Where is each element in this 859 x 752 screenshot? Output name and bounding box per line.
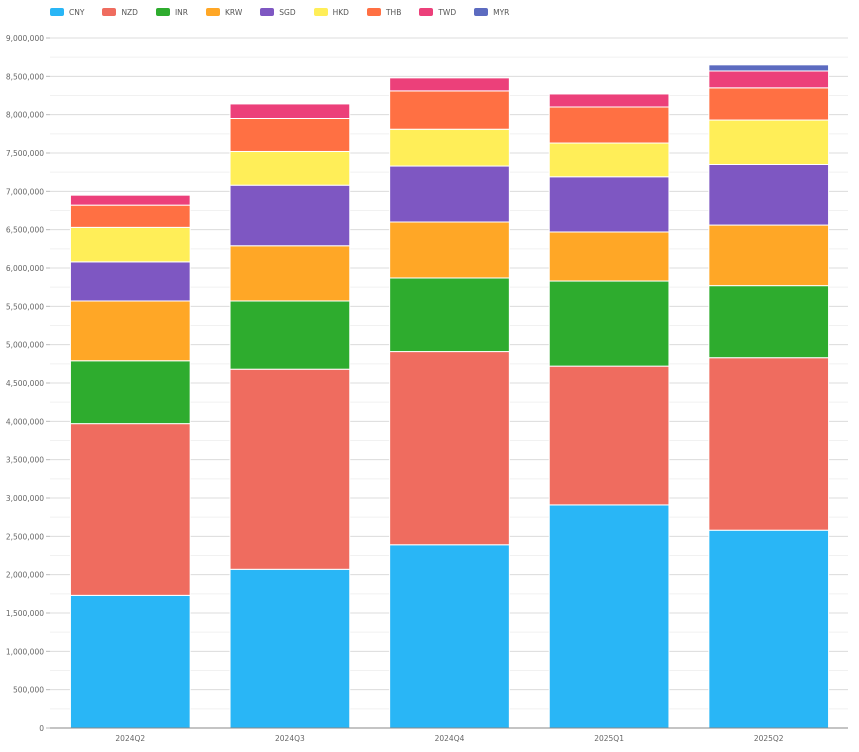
- legend-swatch: [366, 8, 381, 16]
- legend-swatch: [419, 8, 434, 16]
- bar-segment-thb-2024q2: [69, 204, 191, 228]
- legend-label: NZD: [121, 7, 138, 17]
- bar-segment-sgd-2025q1: [548, 176, 670, 233]
- y-tick-label: 2,500,000: [6, 532, 44, 541]
- y-tick-label: 1,000,000: [6, 647, 44, 656]
- bar-segment-nzd-2025q1: [548, 365, 670, 506]
- bar-segment-krw-2024q3: [229, 245, 351, 302]
- legend-item-cny[interactable]: CNY: [50, 8, 84, 17]
- legend-swatch: [474, 8, 489, 16]
- bar-segment-sgd-2024q3: [229, 184, 351, 247]
- bar-segment-hkd-2024q4: [389, 128, 510, 167]
- legend-label: INR: [174, 7, 189, 17]
- bar-segment-inr-2024q4: [389, 277, 510, 353]
- bar-segment-twd-2025q2: [708, 70, 830, 89]
- bar-segment-nzd-2024q2: [69, 423, 191, 596]
- x-tick-label: 2025Q1: [594, 734, 624, 743]
- y-tick-label: 0: [39, 724, 44, 733]
- chart-legend: CNY NZD INR KRW SGD HKD THB TWD MYR: [50, 6, 527, 18]
- bar-segment-krw-2025q2: [708, 224, 830, 287]
- bar-segment-twd-2024q2: [69, 194, 191, 206]
- legend-label: MYR: [493, 7, 510, 17]
- legend-item-sgd[interactable]: SGD: [260, 7, 296, 17]
- bar-segment-inr-2024q3: [229, 300, 351, 370]
- bar-segment-thb-2025q1: [548, 106, 670, 144]
- y-tick-label: 8,000,000: [6, 111, 44, 120]
- bar-segment-sgd-2024q4: [389, 165, 510, 223]
- y-tick-label: 500,000: [13, 686, 44, 695]
- y-tick-label: 5,000,000: [6, 341, 44, 350]
- legend-item-krw[interactable]: KRW: [206, 8, 242, 17]
- y-tick-label: 4,500,000: [6, 379, 44, 388]
- bar-segment-krw-2024q4: [389, 221, 510, 279]
- y-tick-label: 9,000,000: [6, 34, 44, 43]
- bar-segment-sgd-2024q2: [69, 261, 191, 302]
- legend-item-twd[interactable]: TWD: [419, 8, 456, 17]
- legend-item-thb[interactable]: THB: [366, 7, 402, 17]
- y-tick-label: 1,500,000: [6, 609, 44, 618]
- y-tick-label: 4,000,000: [6, 417, 44, 426]
- legend-label: CNY: [69, 7, 85, 17]
- bar-segment-twd-2024q3: [229, 103, 351, 120]
- bar-segment-nzd-2025q2: [708, 357, 830, 531]
- bar-segment-cny-2024q4: [389, 544, 510, 729]
- y-tick-label: 8,500,000: [6, 72, 44, 81]
- bar-segment-inr-2024q2: [69, 360, 191, 425]
- bar-segment-krw-2025q1: [548, 231, 670, 282]
- bar-segment-krw-2024q2: [69, 300, 191, 362]
- x-tick-label: 2025Q2: [754, 734, 784, 743]
- y-tick-label: 7,500,000: [6, 149, 44, 158]
- legend-label: THB: [385, 7, 402, 17]
- bar-segment-sgd-2025q2: [708, 164, 830, 226]
- x-tick-label: 2024Q3: [275, 734, 305, 743]
- bar-segment-inr-2025q2: [708, 285, 830, 359]
- x-tick-label: 2024Q2: [115, 734, 145, 743]
- legend-swatch: [155, 8, 170, 16]
- legend-swatch: [206, 8, 221, 16]
- legend-label: TWD: [438, 7, 457, 17]
- legend-item-inr[interactable]: INR: [155, 7, 189, 17]
- legend-swatch: [102, 8, 117, 16]
- bar-segment-twd-2024q4: [389, 77, 510, 92]
- legend-swatch: [260, 8, 275, 16]
- bar-segment-hkd-2025q2: [708, 119, 830, 165]
- legend-label: HKD: [332, 7, 349, 17]
- y-tick-label: 5,500,000: [6, 302, 44, 311]
- bar-segment-thb-2024q4: [389, 90, 510, 130]
- y-tick-label: 7,000,000: [6, 187, 44, 196]
- y-tick-label: 6,000,000: [6, 264, 44, 273]
- bar-segment-thb-2025q2: [708, 87, 830, 121]
- bar-segment-nzd-2024q4: [389, 351, 510, 546]
- legend-swatch: [50, 8, 64, 16]
- y-tick-label: 2,000,000: [6, 571, 44, 580]
- legend-item-hkd[interactable]: HKD: [313, 7, 349, 17]
- bar-segment-cny-2025q1: [548, 504, 670, 729]
- bar-segment-cny-2025q2: [708, 529, 830, 729]
- y-tick-label: 3,500,000: [6, 456, 44, 465]
- legend-swatch: [313, 8, 328, 16]
- bar-segment-hkd-2024q3: [229, 150, 351, 186]
- bar-segment-myr-2025q2: [708, 64, 830, 72]
- legend-item-nzd[interactable]: NZD: [102, 8, 138, 17]
- bar-segment-nzd-2024q3: [229, 368, 351, 570]
- bar-segment-hkd-2024q2: [69, 226, 191, 263]
- legend-label: KRW: [225, 7, 243, 17]
- legend-label: SGD: [279, 7, 296, 17]
- bar-segment-thb-2024q3: [229, 118, 351, 152]
- legend-item-myr[interactable]: MYR: [474, 8, 509, 17]
- bar-segment-inr-2025q1: [548, 280, 670, 367]
- bar-segment-cny-2024q3: [229, 568, 351, 729]
- bar-segment-hkd-2025q1: [548, 142, 670, 178]
- y-tick-label: 6,500,000: [6, 226, 44, 235]
- bar-segment-twd-2025q1: [548, 93, 670, 108]
- x-tick-label: 2024Q4: [435, 734, 465, 743]
- bar-segment-cny-2024q2: [69, 594, 191, 729]
- y-tick-label: 3,000,000: [6, 494, 44, 503]
